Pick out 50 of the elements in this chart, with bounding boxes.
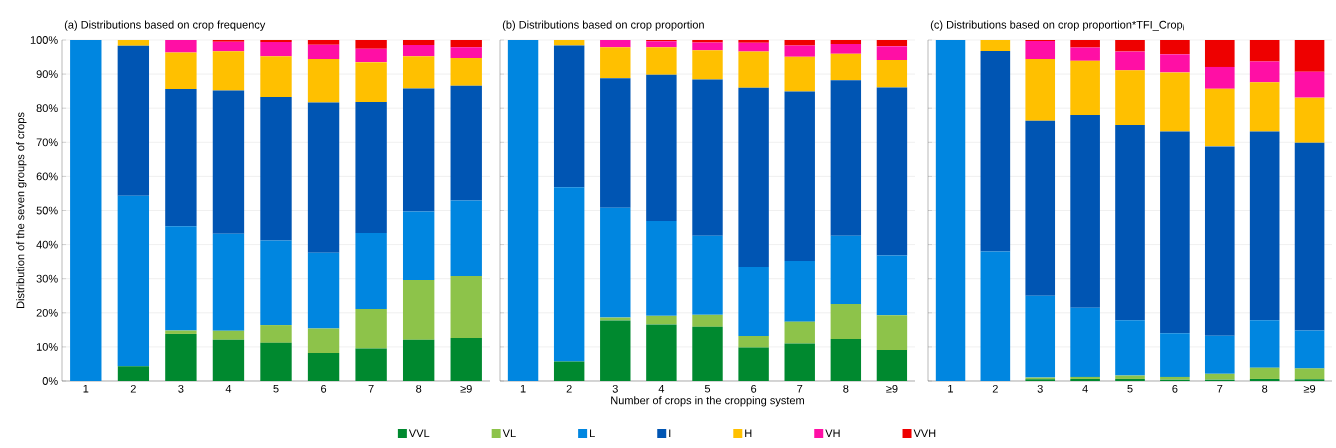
legend-label: L [590, 429, 595, 437]
x-tick-label: 3 [612, 384, 618, 393]
x-tick-label: 6 [751, 384, 757, 393]
x-tick-label: 3 [178, 384, 184, 393]
y-tick-label: 30% [36, 274, 58, 283]
x-tick-label: 3 [1037, 384, 1043, 393]
x-tick-label: 4 [658, 384, 665, 393]
x-tick-label: 8 [1262, 384, 1268, 393]
legend-label: VVL [408, 429, 430, 437]
x-tick-label: ≥9 [1303, 384, 1316, 393]
y-tick-label: 100% [30, 36, 58, 44]
y-axis-title: Distribution of the seven groups of crops [16, 112, 27, 309]
legend-label: H [745, 429, 752, 437]
x-tick-label: 7 [1217, 384, 1223, 393]
x-tick-label: 1 [83, 384, 89, 393]
x-tick-label: 6 [321, 384, 327, 393]
x-axis-title: Number of crops in the cropping system [611, 396, 804, 407]
x-tick-label: 7 [797, 384, 803, 393]
chart-title: (b) Distributions based on crop proportion [502, 20, 704, 31]
y-tick-label: 80% [36, 104, 58, 113]
chart-title: (c) Distributions based on crop proportion*TFI_Crop$_{i}$ [930, 20, 1184, 31]
x-tick-label: 2 [130, 384, 136, 393]
legend-label: VH [825, 429, 840, 437]
y-tick-label: 70% [36, 138, 58, 147]
y-tick-label: 40% [36, 240, 58, 249]
x-tick-label: ≥9 [886, 384, 898, 393]
x-tick-label: ≥9 [460, 384, 472, 393]
y-tick-label: 90% [36, 70, 58, 78]
legend-label: VL [502, 429, 516, 437]
legend-label: VVH [913, 429, 936, 437]
y-tick-label: 20% [36, 308, 58, 317]
x-tick-label: 5 [704, 384, 711, 393]
x-tick-label: 5 [1127, 384, 1133, 393]
x-tick-label: 8 [843, 384, 849, 393]
x-tick-label: 8 [416, 384, 422, 393]
y-tick-label: 50% [36, 206, 58, 215]
x-tick-label: 4 [1082, 384, 1088, 393]
x-tick-label: 2 [566, 384, 572, 393]
x-tick-label: 6 [1172, 384, 1178, 393]
y-tick-label: 0% [42, 377, 58, 385]
y-tick-label: 10% [36, 343, 58, 351]
x-tick-label: 5 [273, 384, 279, 393]
legend-label: I [669, 429, 671, 437]
chart-title: (a) Distributions based on crop frequency [64, 20, 266, 31]
x-tick-label: 7 [368, 384, 374, 393]
x-tick-label: 1 [520, 384, 526, 393]
x-tick-label: 2 [992, 384, 998, 393]
x-tick-label: 1 [948, 384, 953, 393]
y-tick-label: 60% [36, 172, 58, 181]
x-tick-label: 4 [225, 384, 232, 393]
